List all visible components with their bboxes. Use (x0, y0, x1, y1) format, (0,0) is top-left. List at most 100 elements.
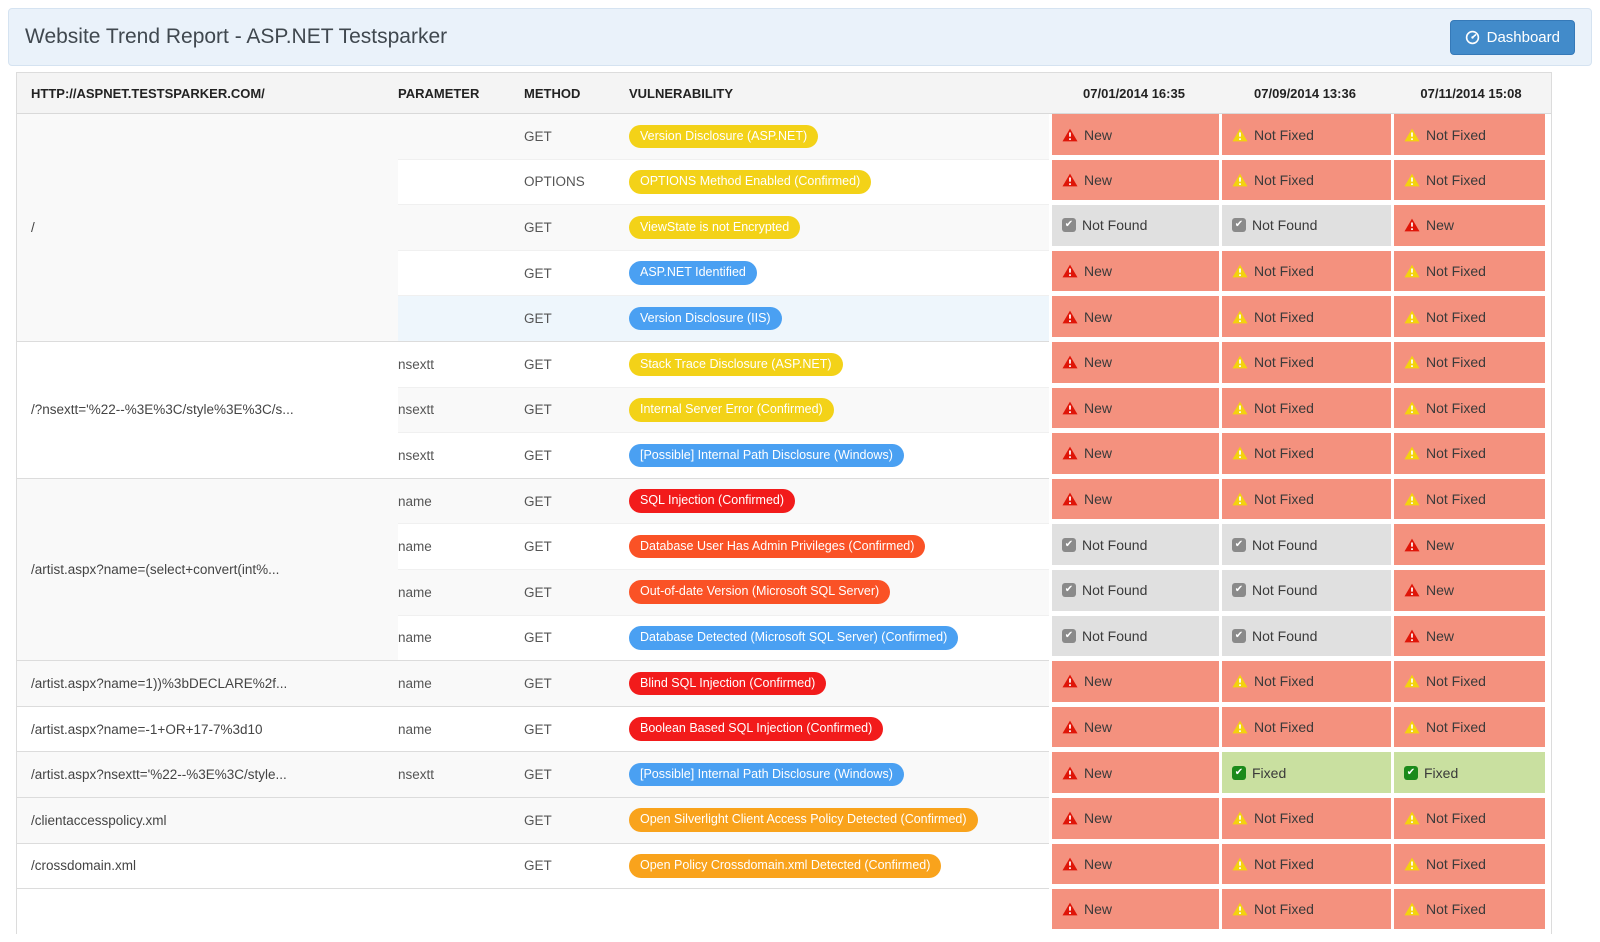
status-label: Not Fixed (1254, 445, 1314, 462)
table-row: /?nsextt='%22--%3E%3C/style%3E%3C/s... ns… (17, 341, 1551, 479)
dashboard-button[interactable]: Dashboard (1449, 19, 1575, 55)
url-label: /crossdomain.xml (31, 858, 137, 874)
status-cell: New (1049, 295, 1219, 342)
table-row: OPTIONS OPTIONS Method Enabled (Confirmed… (17, 159, 1551, 206)
status-cell: New (1049, 159, 1219, 205)
status-label: New (1084, 445, 1113, 462)
status-cell: Not Fixed (1219, 159, 1391, 205)
parameter-cell: nsextt (398, 341, 524, 388)
warning-triangle-icon (1404, 583, 1420, 597)
parameter-cell: name (398, 478, 524, 525)
status-label: Not Fixed (1426, 399, 1486, 416)
parameter-cell: nsextt (398, 387, 524, 434)
url-cell: /artist.aspx?name=(select+convert(int%..… (17, 478, 398, 662)
status-new: New (1394, 524, 1545, 565)
warning-triangle-icon (1232, 401, 1248, 415)
status-not-fixed: Not Fixed (1394, 797, 1545, 839)
warning-triangle-icon (1232, 811, 1248, 825)
checked-checkbox-icon: ✔ (1062, 628, 1076, 643)
method-cell: GET (524, 706, 629, 753)
column-header-vulnerability: VULNERABILITY (629, 73, 1049, 114)
column-header-parameter: PARAMETER (398, 73, 524, 114)
status-not-fixed: Not Fixed (1394, 888, 1545, 930)
vulnerability-badge: Open Policy Crossdomain.xml Detected (Co… (629, 854, 942, 878)
status-label: Not Fixed (1254, 308, 1314, 325)
method-cell: GET (524, 660, 629, 707)
dashboard-gauge-icon (1465, 30, 1480, 45)
status-label: Not Found (1082, 217, 1148, 234)
checked-checkbox-icon: ✔ (1232, 765, 1246, 780)
status-not-fixed: Not Fixed (1394, 296, 1545, 337)
status-new: New (1052, 752, 1219, 793)
parameter-cell (398, 113, 524, 160)
status-label: Not Fixed (1254, 719, 1314, 736)
vulnerability-cell: Internal Server Error (Confirmed) (629, 387, 1049, 434)
status-new: New (1052, 250, 1219, 292)
url-label: /artist.aspx?nsextt='%22--%3E%3C/style..… (31, 767, 287, 783)
warning-triangle-icon (1062, 720, 1078, 734)
status-cell: New (1391, 523, 1551, 570)
checked-checkbox-icon: ✔ (1404, 765, 1418, 780)
status-not-fixed: Not Fixed (1222, 159, 1391, 201)
warning-triangle-icon (1062, 857, 1078, 871)
status-label: New (1084, 263, 1113, 280)
warning-triangle-icon (1404, 218, 1420, 232)
warning-triangle-icon (1404, 538, 1420, 552)
warning-triangle-icon (1404, 264, 1420, 278)
status-cell: New (1049, 843, 1219, 889)
warning-triangle-icon (1062, 902, 1078, 916)
status-label: Not Found (1082, 627, 1148, 644)
vulnerability-cell: Out-of-date Version (Microsoft SQL Serve… (629, 569, 1049, 616)
status-label: Not Fixed (1254, 354, 1314, 371)
status-label: Not Fixed (1426, 673, 1486, 690)
vulnerability-cell: Open Policy Crossdomain.xml Detected (Co… (629, 843, 1049, 890)
status-label: Not Fixed (1254, 673, 1314, 690)
status-label: Not Fixed (1254, 263, 1314, 280)
status-cell: Not Fixed (1219, 432, 1391, 479)
warning-triangle-icon (1232, 128, 1248, 142)
status-not-fixed: Not Fixed (1394, 387, 1545, 429)
table-row: /artist.aspx?nsextt='%22--%3E%3C/style..… (17, 751, 1551, 798)
status-label: Not Found (1082, 582, 1148, 599)
status-label: New (1084, 354, 1113, 371)
status-cell: Not Fixed (1219, 888, 1391, 934)
table-row: name GET Database Detected (Microsoft SQL … (17, 615, 1551, 662)
status-label: New (1084, 308, 1113, 325)
method-cell: OPTIONS (524, 159, 629, 206)
warning-triangle-icon (1404, 173, 1420, 187)
status-not-fixed: Not Fixed (1222, 341, 1391, 383)
status-label: Not Fixed (1426, 171, 1486, 188)
status-new: New (1052, 797, 1219, 839)
status-not-fixed: Not Fixed (1222, 661, 1391, 702)
status-new: New (1052, 296, 1219, 337)
status-not-fixed: Not Fixed (1222, 797, 1391, 839)
warning-triangle-icon (1232, 857, 1248, 871)
vulnerability-cell: OPTIONS Method Enabled (Confirmed) (629, 159, 1049, 206)
status-new: New (1052, 843, 1219, 885)
parameter-cell: nsextt (398, 432, 524, 479)
status-not-fixed: Not Fixed (1394, 661, 1545, 702)
parameter-cell: name (398, 615, 524, 662)
table-row: nsextt GET [Possible] Internal Path Disclo… (17, 432, 1551, 479)
status-cell: New (1049, 432, 1219, 479)
warning-triangle-icon (1404, 811, 1420, 825)
status-cell: New (1049, 706, 1219, 752)
vulnerability-cell: SQL Injection (Confirmed) (629, 478, 1049, 525)
status-cell: New (1391, 569, 1551, 616)
vulnerability-badge: [Possible] Internal Path Disclosure (Win… (629, 443, 904, 468)
table-row: /clientaccesspolicy.xml GET Open Silverlig… (17, 797, 1551, 844)
method-cell: GET (524, 569, 629, 616)
status-label: Not Fixed (1254, 810, 1314, 827)
checked-checkbox-icon: ✔ (1232, 628, 1246, 643)
warning-triangle-icon (1404, 629, 1420, 643)
parameter-cell: name (398, 660, 524, 707)
vulnerability-badge: Stack Trace Disclosure (ASP.NET) (629, 352, 843, 377)
method-cell: GET (524, 797, 629, 844)
status-cell: Not Fixed (1391, 432, 1551, 479)
status-label: New (1426, 217, 1455, 234)
status-cell: Not Fixed (1219, 250, 1391, 296)
warning-triangle-icon (1232, 674, 1248, 688)
status-label: Not Fixed (1426, 263, 1486, 280)
url-cell (17, 888, 398, 934)
warning-triangle-icon (1404, 720, 1420, 734)
